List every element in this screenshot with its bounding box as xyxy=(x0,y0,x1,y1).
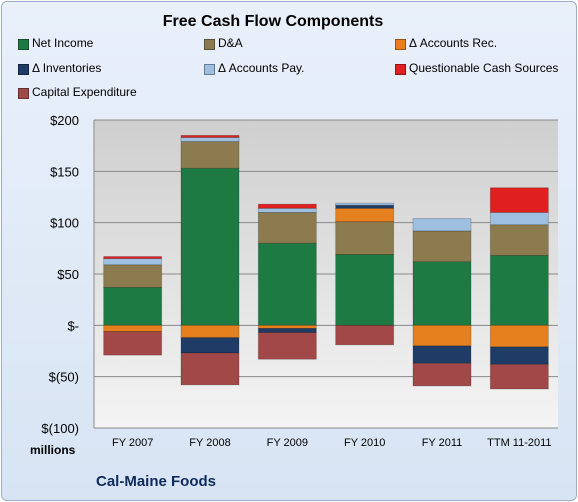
bar-segment-inventories-fy-2010 xyxy=(335,204,395,209)
bar-segment-d-a-fy-2009 xyxy=(257,211,317,244)
bar-segment-d-a-fy-2007 xyxy=(103,264,163,288)
legend-swatch xyxy=(18,64,29,75)
bar-segment-net-income-fy-2007 xyxy=(103,286,163,326)
x-tick-label: FY 2011 xyxy=(422,437,463,449)
legend-item-capital-expenditure: Capital Expenditure xyxy=(18,85,137,99)
bar-segment-inventories-ttm-11-2011 xyxy=(489,346,549,365)
legend-swatch xyxy=(18,39,29,50)
legend-item-accounts-rec: Δ Accounts Rec. xyxy=(395,36,497,50)
bar-segment-capital-expenditure-fy-2011 xyxy=(412,362,472,387)
bar-segment-accounts-rec-fy-2010 xyxy=(335,207,395,223)
bar-segment-capital-expenditure-fy-2008 xyxy=(180,352,240,386)
y-tick-label: $200 xyxy=(50,113,79,128)
chart-title: Free Cash Flow Components xyxy=(162,13,384,30)
legend-swatch xyxy=(18,88,29,99)
x-tick-label: TTM 11-2011 xyxy=(487,437,551,449)
legend-swatch xyxy=(395,39,406,50)
legend-label: Questionable Cash Sources xyxy=(409,61,559,75)
bar-segment-net-income-fy-2011 xyxy=(412,261,472,326)
legend-swatch xyxy=(204,39,215,50)
bar-segment-accounts-rec-fy-2011 xyxy=(412,324,472,347)
bar-segment-net-income-fy-2009 xyxy=(257,242,317,326)
x-tick-label: FY 2009 xyxy=(267,437,308,449)
y-tick-label: $- xyxy=(67,318,79,333)
y-tick-label: $(50) xyxy=(49,370,79,385)
bar-segment-inventories-fy-2011 xyxy=(412,345,472,364)
legend-label: Δ Inventories xyxy=(32,61,102,75)
bar-segment-questionable-cash-sources-fy-2007 xyxy=(103,256,163,259)
bar-segment-questionable-cash-sources-fy-2009 xyxy=(257,203,317,209)
legend-label: Δ Accounts Pay. xyxy=(218,61,305,75)
legend-label: D&A xyxy=(218,36,243,50)
x-tick-label: FY 2008 xyxy=(189,437,230,449)
y-tick-label: $50 xyxy=(57,267,79,282)
y-tick-label: $150 xyxy=(50,164,79,179)
bar-segment-questionable-cash-sources-fy-2008 xyxy=(180,134,240,138)
bar-segment-capital-expenditure-fy-2007 xyxy=(103,331,163,356)
x-tick-label: FY 2010 xyxy=(344,437,385,449)
bar-segment-accounts-rec-ttm-11-2011 xyxy=(489,324,549,348)
bar-segment-d-a-ttm-11-2011 xyxy=(489,224,549,256)
bar-segment-accounts-pay-fy-2009 xyxy=(257,207,317,213)
bar-segment-accounts-pay-fy-2010 xyxy=(335,202,395,206)
legend-swatch xyxy=(395,64,406,75)
bar-segment-net-income-fy-2008 xyxy=(180,167,240,326)
bar-segment-capital-expenditure-fy-2010 xyxy=(335,324,395,346)
bar-segment-questionable-cash-sources-ttm-11-2011 xyxy=(489,187,549,213)
x-tick-label: FY 2007 xyxy=(112,437,153,449)
bar-segment-capital-expenditure-fy-2009 xyxy=(257,332,317,360)
bar-segment-accounts-pay-fy-2007 xyxy=(103,258,163,266)
legend-item-questionable-cash-sources: Questionable Cash Sources xyxy=(395,61,558,75)
bar-segment-inventories-fy-2009 xyxy=(257,328,317,333)
legend-item-accounts-pay: Δ Accounts Pay. xyxy=(204,61,305,75)
unit-label: millions xyxy=(30,443,76,457)
bar-segment-capital-expenditure-ttm-11-2011 xyxy=(489,363,549,390)
bar-segment-d-a-fy-2008 xyxy=(180,141,240,169)
bar-segment-d-a-fy-2011 xyxy=(412,230,472,263)
bar-segment-accounts-pay-ttm-11-2011 xyxy=(489,211,549,226)
legend-item-inventories: Δ Inventories xyxy=(18,61,101,75)
bar-segment-accounts-rec-fy-2009 xyxy=(257,324,317,329)
legend-item-net-income: Net Income xyxy=(18,36,93,50)
legend-label: Δ Accounts Rec. xyxy=(409,36,498,50)
company-name: Cal-Maine Foods xyxy=(96,473,217,490)
bar-segment-accounts-pay-fy-2008 xyxy=(180,137,240,142)
bar-segment-accounts-rec-fy-2007 xyxy=(103,324,163,332)
bar-segment-inventories-fy-2008 xyxy=(180,337,240,354)
bar-segment-accounts-pay-fy-2011 xyxy=(412,218,472,232)
y-tick-label: $(100) xyxy=(41,421,79,436)
legend-swatch xyxy=(204,64,215,75)
y-tick-label: $100 xyxy=(50,216,79,231)
bar-segment-d-a-fy-2010 xyxy=(335,221,395,255)
bar-segment-accounts-rec-fy-2008 xyxy=(180,324,240,339)
legend-item-d-a: D&A xyxy=(204,36,243,50)
legend-label: Net Income xyxy=(32,36,94,50)
legend-label: Capital Expenditure xyxy=(32,85,137,99)
bar-segment-net-income-ttm-11-2011 xyxy=(489,255,549,326)
bar-segment-net-income-fy-2010 xyxy=(335,254,395,326)
